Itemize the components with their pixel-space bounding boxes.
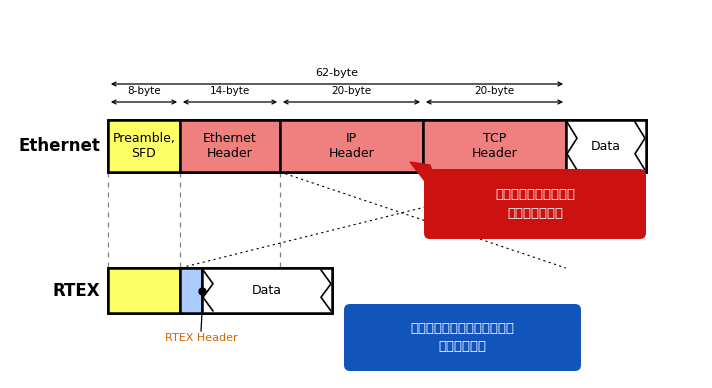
Text: Data: Data bbox=[252, 284, 282, 297]
Text: RTEX Header: RTEX Header bbox=[164, 333, 237, 343]
Bar bbox=[108, 120, 646, 172]
Text: ヘッダが大きいので、
伝送効率が低い: ヘッダが大きいので、 伝送効率が低い bbox=[495, 188, 575, 220]
Text: 62-byte: 62-byte bbox=[315, 68, 359, 78]
Bar bbox=[180, 268, 202, 313]
Text: 20-byte: 20-byte bbox=[332, 86, 372, 96]
Bar bbox=[108, 120, 180, 172]
Text: 8-byte: 8-byte bbox=[127, 86, 161, 96]
Bar bbox=[280, 120, 423, 172]
Text: 14-byte: 14-byte bbox=[210, 86, 250, 96]
Text: リアルタイム制御に適した、
小さなヘッダ: リアルタイム制御に適した、 小さなヘッダ bbox=[411, 322, 515, 353]
Bar bbox=[566, 120, 646, 172]
Polygon shape bbox=[410, 162, 445, 207]
Text: Data: Data bbox=[591, 140, 621, 152]
Text: 20-byte: 20-byte bbox=[474, 86, 515, 96]
Bar bbox=[423, 120, 566, 172]
Text: RTEX: RTEX bbox=[53, 282, 100, 300]
Text: Ethernet
Header: Ethernet Header bbox=[203, 132, 257, 160]
Polygon shape bbox=[348, 304, 378, 327]
Text: Preamble,
SFD: Preamble, SFD bbox=[112, 132, 175, 160]
Bar bbox=[108, 268, 180, 313]
Text: IP
Header: IP Header bbox=[329, 132, 375, 160]
Text: Ethernet: Ethernet bbox=[18, 137, 100, 155]
Bar bbox=[180, 120, 280, 172]
FancyBboxPatch shape bbox=[344, 304, 581, 371]
Bar bbox=[108, 268, 332, 313]
Text: TCP
Header: TCP Header bbox=[471, 132, 518, 160]
Bar bbox=[202, 268, 332, 313]
FancyBboxPatch shape bbox=[424, 169, 646, 239]
